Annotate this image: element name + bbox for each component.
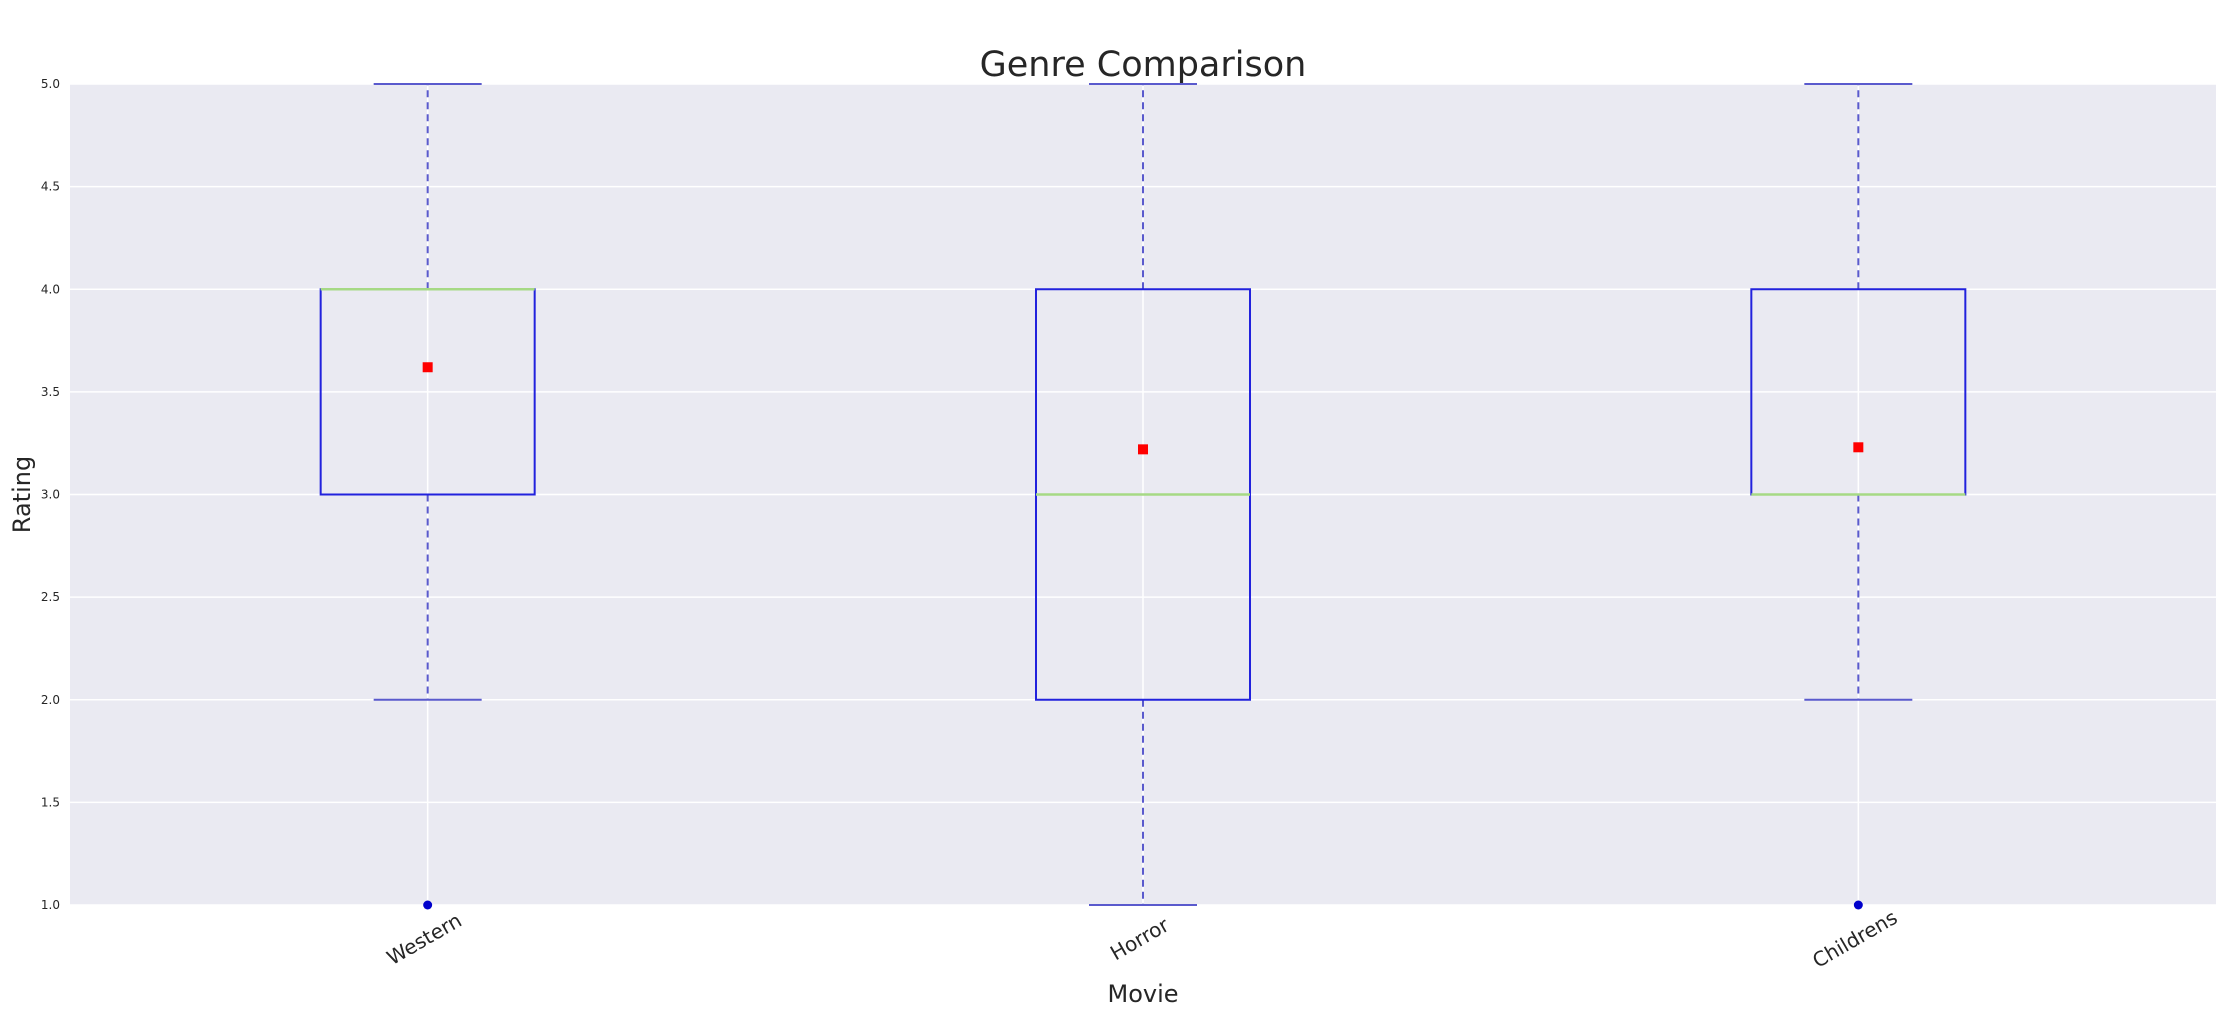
box-childrens bbox=[1750, 83, 1967, 910]
y-tick-label: 2.0 bbox=[41, 693, 60, 707]
x-axis-ticks: Western Horror Childrens bbox=[383, 905, 1902, 973]
y-tick-label: 1.5 bbox=[41, 795, 60, 809]
x-tick-label: Horror bbox=[1106, 912, 1174, 965]
mean-marker bbox=[422, 362, 433, 373]
y-tick-label: 2.5 bbox=[41, 590, 60, 604]
x-tick-label: Western bbox=[383, 908, 466, 970]
y-axis-ticks: 1.0 1.5 2.0 2.5 3.0 3.5 4.0 4.5 5.0 bbox=[41, 77, 60, 912]
chart-title: Genre Comparison bbox=[980, 45, 1307, 85]
mean-marker bbox=[1853, 442, 1864, 453]
outlier-point bbox=[1853, 900, 1863, 910]
box-horror bbox=[1035, 83, 1251, 906]
y-tick-label: 3.0 bbox=[41, 488, 60, 502]
y-axis-label: Rating bbox=[8, 456, 36, 533]
y-tick-label: 4.5 bbox=[41, 180, 60, 194]
y-tick-label: 4.0 bbox=[41, 282, 60, 296]
y-tick-label: 3.5 bbox=[41, 385, 60, 399]
x-tick-label: Childrens bbox=[1808, 905, 1901, 973]
outlier-point bbox=[423, 900, 433, 910]
x-axis-label: Movie bbox=[1107, 980, 1178, 1008]
y-tick-label: 5.0 bbox=[41, 77, 60, 91]
mean-marker bbox=[1138, 444, 1148, 455]
box-series bbox=[319, 83, 1967, 910]
y-tick-label: 1.0 bbox=[41, 898, 60, 912]
box-western bbox=[319, 83, 536, 910]
